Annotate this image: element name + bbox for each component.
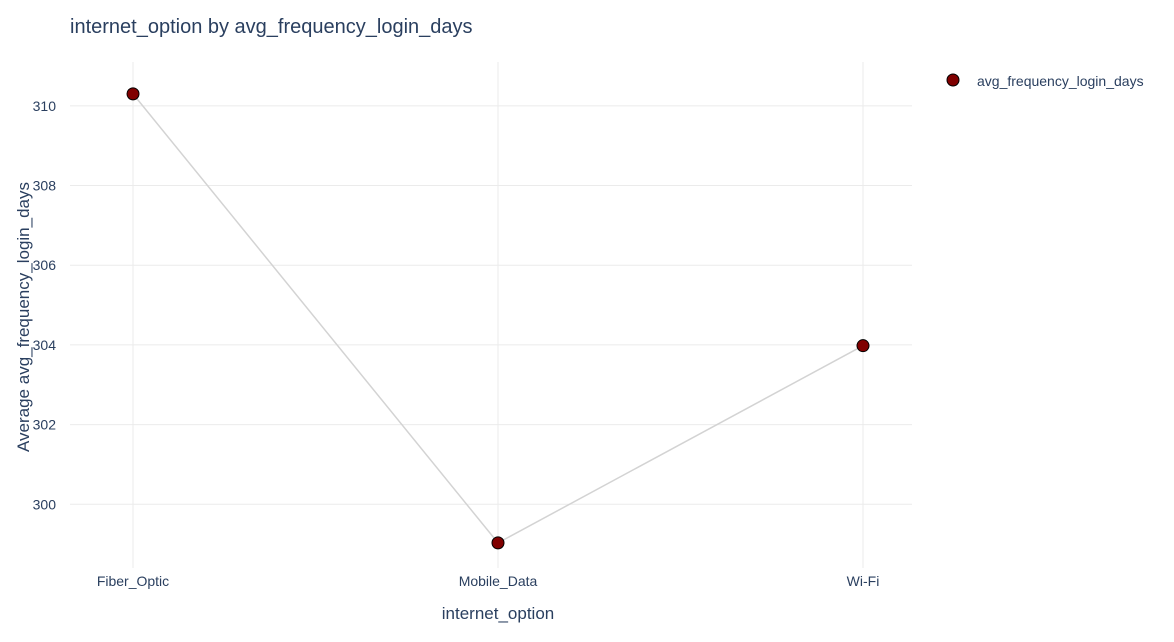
legend[interactable]: avg_frequency_login_days bbox=[946, 73, 1144, 89]
grid-layer bbox=[70, 62, 912, 568]
legend-label: avg_frequency_login_days bbox=[977, 73, 1144, 89]
legend-marker bbox=[946, 73, 960, 87]
x-tick-labels: Fiber_Optic Mobile_Data Wi-Fi bbox=[97, 573, 880, 589]
series-layer bbox=[126, 87, 870, 550]
y-tick-labels: 300 302 304 306 308 310 bbox=[33, 98, 57, 512]
x-axis-title: internet_option bbox=[442, 604, 554, 623]
data-point[interactable] bbox=[491, 536, 505, 550]
y-tick-label: 306 bbox=[33, 257, 57, 273]
y-tick-label: 310 bbox=[33, 98, 57, 114]
y-axis-title: Average avg_frequency_login_days bbox=[14, 182, 33, 452]
chart-title: internet_option by avg_frequency_login_d… bbox=[70, 16, 473, 38]
y-tick-label: 304 bbox=[33, 337, 57, 353]
x-tick-label: Fiber_Optic bbox=[97, 573, 169, 589]
data-point[interactable] bbox=[856, 339, 870, 353]
y-tick-label: 300 bbox=[33, 496, 57, 512]
x-tick-label: Mobile_Data bbox=[459, 573, 538, 589]
y-tick-label: 302 bbox=[33, 417, 57, 433]
y-tick-label: 308 bbox=[33, 178, 57, 194]
x-tick-label: Wi-Fi bbox=[847, 573, 880, 589]
data-point[interactable] bbox=[126, 87, 140, 101]
